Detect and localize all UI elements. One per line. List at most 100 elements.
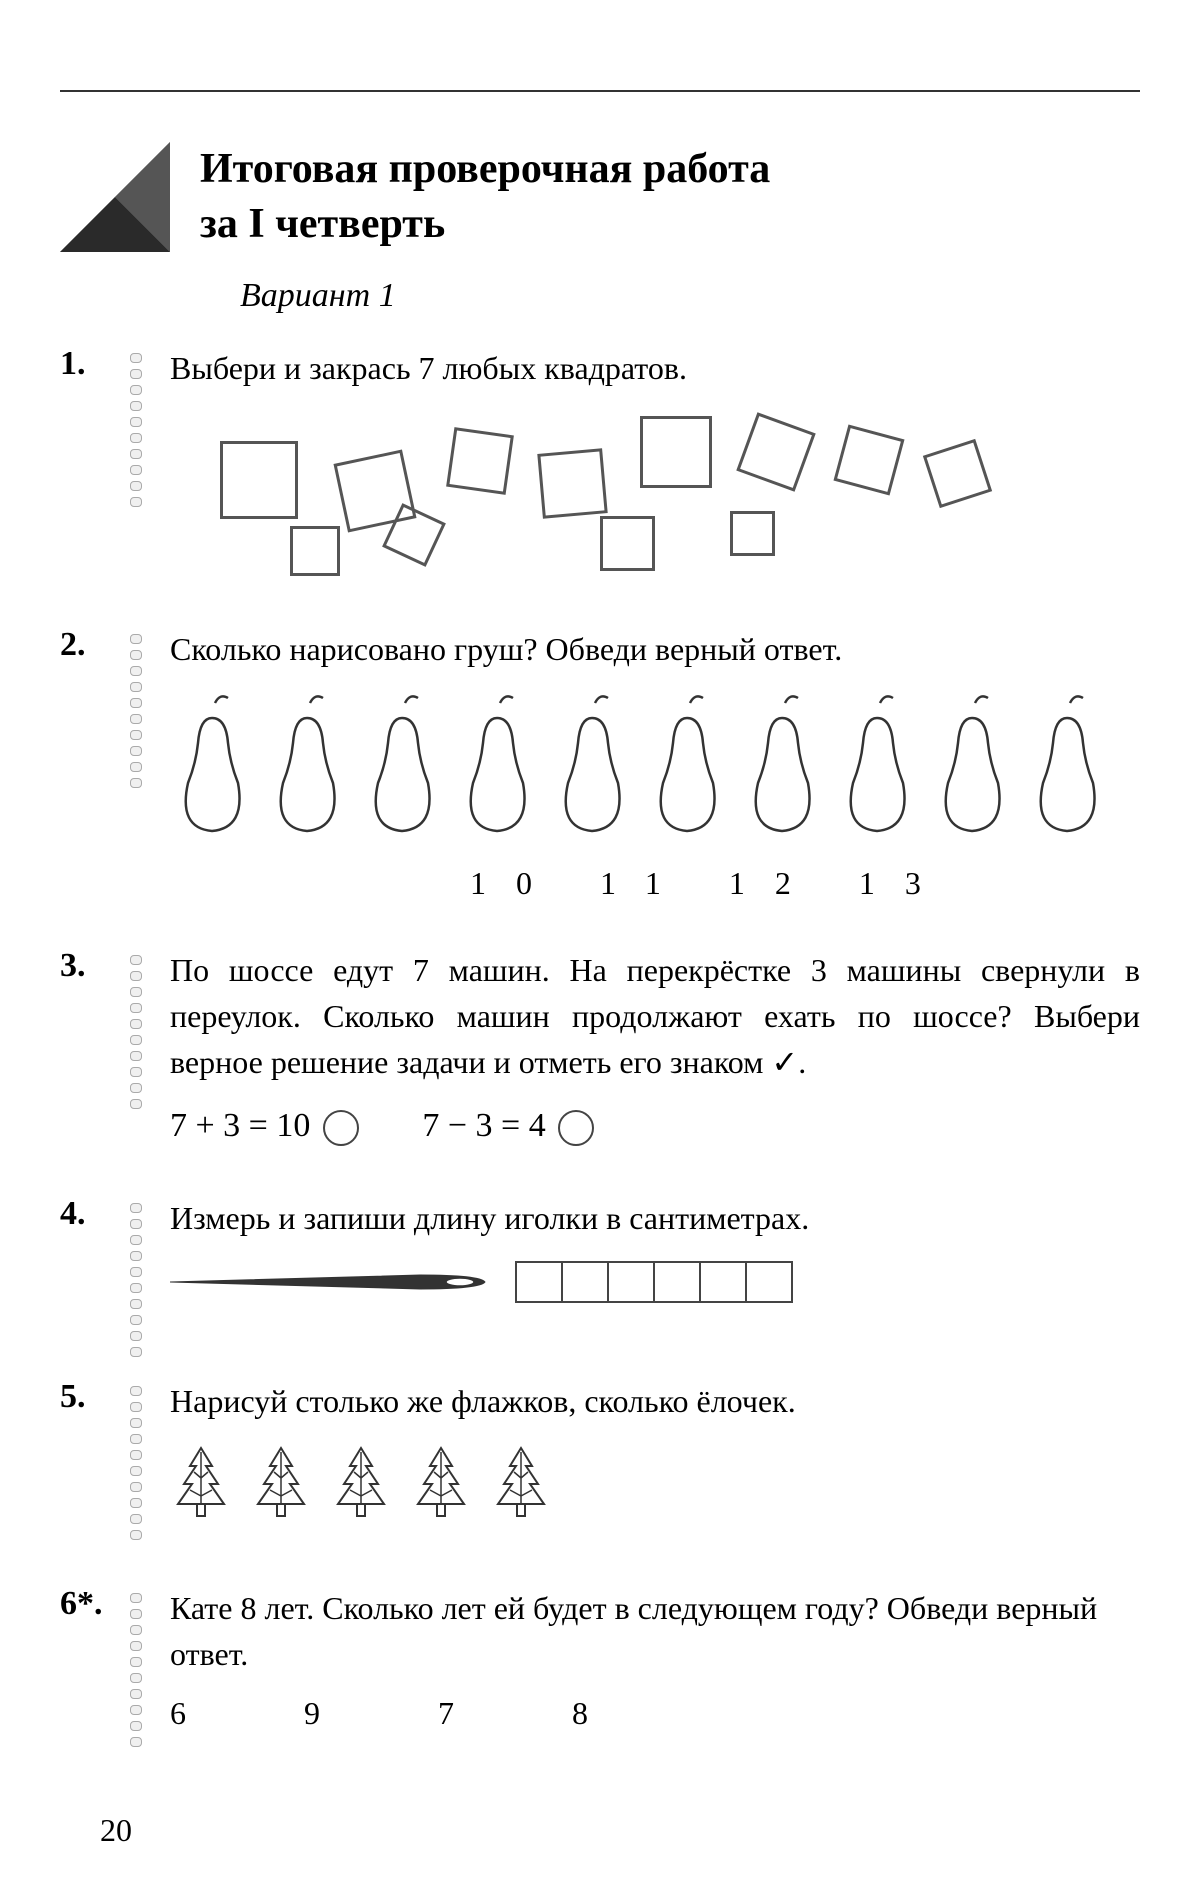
binding-ring-icon [130,1530,142,1540]
task-3: 3. По шоссе едут 7 машин. На перекрёстке… [60,947,1140,1180]
square-icon[interactable] [736,413,815,492]
binding-ring-icon [130,401,142,411]
pear-icon [1025,693,1110,850]
spiral-binding [130,1195,170,1363]
binding-ring-icon [130,1003,142,1013]
square-icon[interactable] [600,516,655,571]
binding-ring-icon [130,778,142,788]
binding-ring-icon [130,955,142,965]
pear-icon [550,693,635,850]
binding-ring-icon [130,634,142,644]
task-number: 5. [60,1378,130,1416]
spiral-binding [130,1585,170,1753]
binding-ring-icon [130,1299,142,1309]
task-6: 6*. Кате 8 лет. Сколько лет ей будет в с… [60,1585,1140,1766]
task-number: 4. [60,1195,130,1233]
task-number: 2. [60,626,130,664]
task-content: Выбери и закрась 7 любых квадратов. [170,345,1140,611]
task-content: Измерь и запиши длину иголки в сантиметр… [170,1195,1140,1333]
answer-boxes [515,1261,793,1303]
answer-box[interactable] [745,1261,793,1303]
main-title: Итоговая проверочная работа за I четверт… [200,142,1140,251]
binding-ring-icon [130,666,142,676]
binding-ring-icon [130,1099,142,1109]
binding-ring-icon [130,987,142,997]
task-content: По шоссе едут 7 машин. На перекрёстке 3 … [170,947,1140,1180]
binding-ring-icon [130,971,142,981]
square-icon[interactable] [923,439,992,508]
answer-box[interactable] [653,1261,701,1303]
task-number: 1. [60,345,130,383]
binding-ring-icon [130,746,142,756]
binding-ring-icon [130,1721,142,1731]
task-5: 5. Нарисуй столько же флажков, сколько ё… [60,1378,1140,1570]
equations: 7 + 3 = 10 7 − 3 = 4 [170,1101,1140,1150]
square-icon[interactable] [220,441,298,519]
answer-box[interactable] [699,1261,747,1303]
choice-circle-icon[interactable] [558,1110,594,1146]
binding-ring-icon [130,449,142,459]
answer-box[interactable] [515,1261,563,1303]
pear-icon [740,693,825,850]
needle-icon [170,1267,490,1297]
binding-ring-icon [130,385,142,395]
square-icon[interactable] [290,526,340,576]
pear-icon [265,693,350,850]
binding-ring-icon [130,1593,142,1603]
binding-ring-icon [130,1450,142,1460]
pear-icon [930,693,1015,850]
pears-row [170,693,1140,850]
binding-ring-icon [130,369,142,379]
binding-ring-icon [130,1402,142,1412]
pear-icon [645,693,730,850]
trees-row [170,1444,1140,1534]
binding-ring-icon [130,1609,142,1619]
title-line1: Итоговая проверочная работа [200,146,770,192]
square-icon[interactable] [833,425,904,496]
binding-ring-icon [130,1418,142,1428]
binding-ring-icon [130,433,142,443]
binding-ring-icon [130,1251,142,1261]
binding-ring-icon [130,1673,142,1683]
binding-ring-icon [130,481,142,491]
binding-ring-icon [130,1267,142,1277]
binding-ring-icon [130,1083,142,1093]
spiral-binding [130,345,170,513]
task-text: Выбери и закрась 7 любых квадратов. [170,345,1140,391]
binding-ring-icon [130,497,142,507]
corner-triangle-icon [60,142,170,252]
task-content: Сколько нарисовано груш? Обведи верный о… [170,626,1140,931]
tree-icon [410,1444,472,1534]
binding-ring-icon [130,1283,142,1293]
square-icon[interactable] [446,428,514,496]
spiral-binding [130,1378,170,1546]
binding-ring-icon [130,682,142,692]
binding-ring-icon [130,1434,142,1444]
answer-options: 6 9 7 8 [170,1690,1140,1736]
binding-ring-icon [130,1641,142,1651]
task-text: По шоссе едут 7 машин. На перекрёстке 3 … [170,947,1140,1086]
binding-ring-icon [130,1347,142,1357]
binding-ring-icon [130,1705,142,1715]
tree-icon [250,1444,312,1534]
title-block: Итоговая проверочная работа за I четверт… [200,142,1140,251]
binding-ring-icon [130,1235,142,1245]
pear-icon [360,693,445,850]
variant-label: Вариант 1 [240,277,1140,315]
header: Итоговая проверочная работа за I четверт… [60,142,1140,252]
binding-ring-icon [130,1689,142,1699]
square-icon[interactable] [640,416,712,488]
square-icon[interactable] [730,511,775,556]
choice-circle-icon[interactable] [323,1110,359,1146]
binding-ring-icon [130,698,142,708]
answer-box[interactable] [561,1261,609,1303]
answer-box[interactable] [607,1261,655,1303]
binding-ring-icon [130,650,142,660]
task-text: Нарисуй столько же флажков, сколько ёлоч… [170,1378,1140,1424]
task-content: Кате 8 лет. Сколько лет ей будет в следу… [170,1585,1140,1766]
task-text: Сколько нарисовано груш? Обведи верный о… [170,626,1140,672]
square-icon[interactable] [537,449,607,519]
binding-ring-icon [130,1514,142,1524]
task-1: 1. Выбери и закрась 7 любых квадратов. [60,345,1140,611]
spiral-binding [130,626,170,794]
